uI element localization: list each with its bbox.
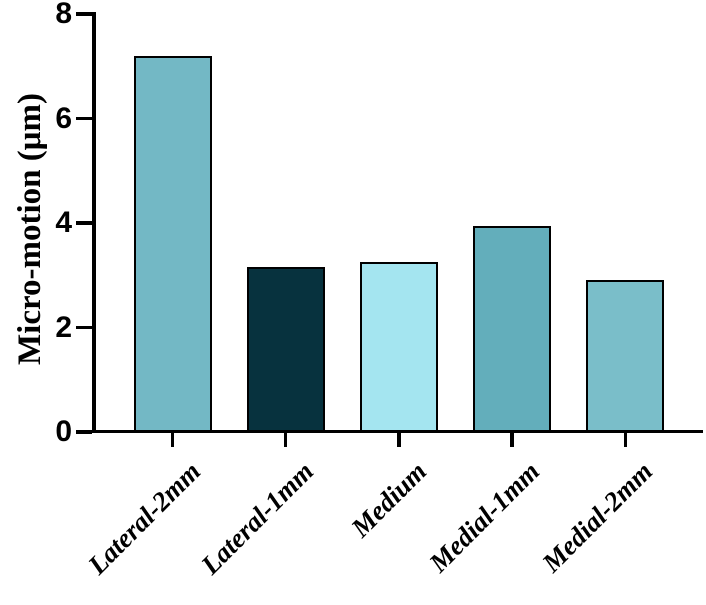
y-tick (76, 325, 92, 330)
bar-medial-1mm (473, 225, 552, 432)
x-axis-label-medial-2mm: Medial-2mm (536, 456, 659, 578)
y-tick (76, 116, 92, 121)
y-axis-line (92, 12, 96, 433)
y-tick (76, 221, 92, 225)
x-tick (623, 433, 628, 447)
x-tick (397, 433, 401, 447)
y-tick-label: 4 (55, 206, 72, 239)
y-tick-label: 0 (55, 415, 72, 448)
y-tick (76, 430, 92, 434)
bar-medial-2mm (586, 280, 665, 432)
y-tick-label: 6 (55, 101, 72, 135)
bar-medium (359, 262, 438, 432)
x-tick (283, 433, 288, 447)
y-tick (76, 12, 92, 16)
x-tick (170, 433, 175, 447)
x-tick (510, 433, 514, 447)
bar-lateral-1mm (246, 267, 325, 432)
bar-lateral-2mm (133, 55, 212, 432)
y-tick-label: 2 (55, 310, 72, 344)
y-tick-label: 8 (55, 0, 72, 30)
